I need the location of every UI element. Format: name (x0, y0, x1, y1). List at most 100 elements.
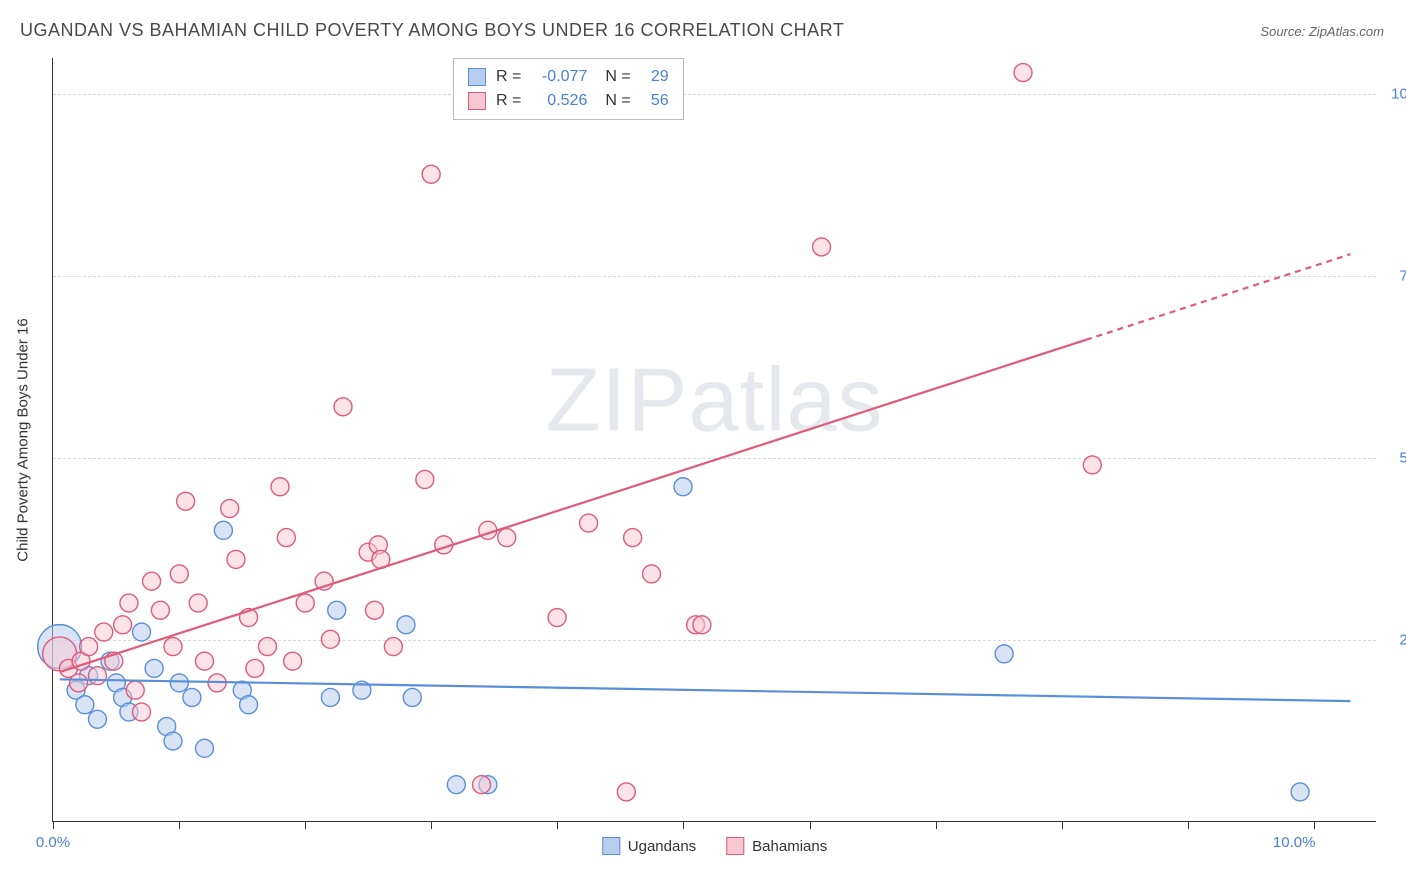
data-point (164, 638, 182, 656)
data-point (416, 470, 434, 488)
data-point (693, 616, 711, 634)
y-tick-label: 25.0% (1399, 632, 1406, 649)
data-point (145, 659, 163, 677)
x-tick (1188, 821, 1189, 829)
data-point (133, 703, 151, 721)
data-point (321, 630, 339, 648)
data-point (170, 565, 188, 583)
data-point (177, 492, 195, 510)
legend-item-ugandans: Ugandans (602, 837, 696, 855)
x-tick (810, 821, 811, 829)
data-point (183, 688, 201, 706)
data-point (284, 652, 302, 670)
x-tick-label-min: 0.0% (36, 834, 70, 851)
data-point (366, 601, 384, 619)
data-point (126, 681, 144, 699)
x-tick (1314, 821, 1315, 829)
data-point (80, 638, 98, 656)
data-point (473, 776, 491, 794)
data-point (221, 500, 239, 518)
data-point (88, 667, 106, 685)
data-point (164, 732, 182, 750)
stats-row-ugandans: R = -0.077 N = 29 (468, 65, 669, 89)
data-point (246, 659, 264, 677)
chart-title: UGANDAN VS BAHAMIAN CHILD POVERTY AMONG … (20, 20, 844, 41)
data-point (95, 623, 113, 641)
x-tick (936, 821, 937, 829)
stats-row-bahamians: R = 0.526 N = 56 (468, 89, 669, 113)
data-point (1083, 456, 1101, 474)
data-point (548, 609, 566, 627)
data-point (189, 594, 207, 612)
x-tick (53, 821, 54, 829)
legend-bottom: Ugandans Bahamians (602, 837, 827, 855)
x-tick (305, 821, 306, 829)
legend-label-ugandans: Ugandans (628, 838, 696, 855)
source-attribution: Source: ZipAtlas.com (1260, 24, 1384, 39)
data-point (133, 623, 151, 641)
x-tick (1062, 821, 1063, 829)
stat-r-label: R = (496, 65, 521, 89)
data-point (240, 696, 258, 714)
data-point (995, 645, 1013, 663)
data-point (580, 514, 598, 532)
x-tick (683, 821, 684, 829)
data-point (277, 529, 295, 547)
data-point (151, 601, 169, 619)
data-point (384, 638, 402, 656)
data-point (227, 550, 245, 568)
stat-n-label: N = (605, 89, 630, 113)
swatch-ugandans (468, 68, 486, 86)
data-point (498, 529, 516, 547)
data-point (422, 165, 440, 183)
y-tick-label: 50.0% (1399, 450, 1406, 467)
data-point (296, 594, 314, 612)
data-point (1014, 64, 1032, 82)
data-point (617, 783, 635, 801)
trend-line (1086, 254, 1350, 340)
y-tick-label: 75.0% (1399, 268, 1406, 285)
data-point (643, 565, 661, 583)
data-point (114, 616, 132, 634)
trend-line (60, 340, 1086, 672)
data-point (271, 478, 289, 496)
stat-n-label: N = (605, 65, 630, 89)
data-point (403, 688, 421, 706)
legend-swatch-bahamians (726, 837, 744, 855)
data-point (397, 616, 415, 634)
data-point (88, 710, 106, 728)
data-point (70, 674, 88, 692)
source-name: ZipAtlas.com (1309, 24, 1384, 39)
data-point (170, 674, 188, 692)
stat-n-value-ugandans: 29 (641, 65, 669, 89)
data-point (328, 601, 346, 619)
stat-r-label: R = (496, 89, 521, 113)
data-point (258, 638, 276, 656)
data-point (195, 652, 213, 670)
scatter-plot-svg (53, 58, 1376, 821)
data-point (214, 521, 232, 539)
plot-area: Child Poverty Among Boys Under 16 ZIPatl… (52, 58, 1376, 822)
stats-legend-box: R = -0.077 N = 29 R = 0.526 N = 56 (453, 58, 684, 120)
data-point (674, 478, 692, 496)
x-tick (557, 821, 558, 829)
data-point (143, 572, 161, 590)
x-tick-label-max: 10.0% (1273, 834, 1355, 851)
stat-n-value-bahamians: 56 (641, 89, 669, 113)
data-point (624, 529, 642, 547)
stat-r-value-ugandans: -0.077 (531, 65, 587, 89)
data-point (813, 238, 831, 256)
x-tick (431, 821, 432, 829)
source-label: Source: (1260, 24, 1305, 39)
stat-r-value-bahamians: 0.526 (531, 89, 587, 113)
x-tick (179, 821, 180, 829)
legend-label-bahamians: Bahamians (752, 838, 827, 855)
legend-swatch-ugandans (602, 837, 620, 855)
data-point (447, 776, 465, 794)
data-point (321, 688, 339, 706)
y-axis-title: Child Poverty Among Boys Under 16 (15, 318, 32, 561)
data-point (76, 696, 94, 714)
legend-item-bahamians: Bahamians (726, 837, 827, 855)
y-tick-label: 100.0% (1391, 86, 1406, 103)
data-point (334, 398, 352, 416)
